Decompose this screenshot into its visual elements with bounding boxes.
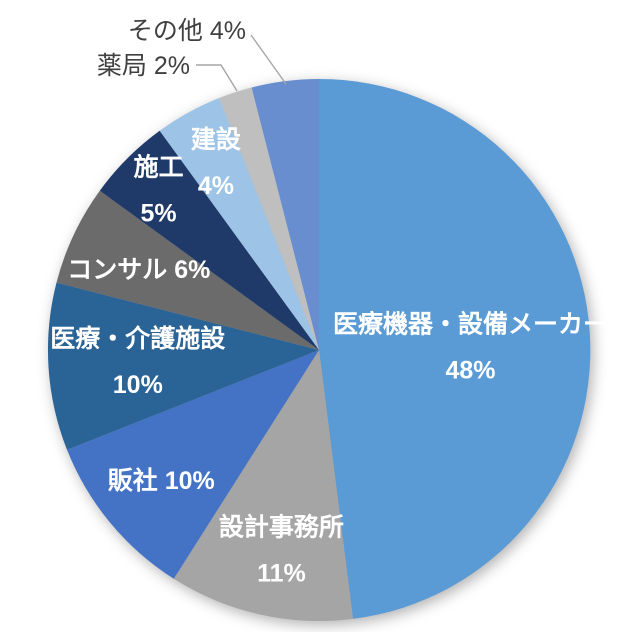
slice-label-consulting: コンサル 6% xyxy=(67,256,210,284)
slice-label-design-office: 設計事務所 xyxy=(219,513,344,542)
pie-slice-pharmacy xyxy=(219,87,319,350)
pie-slice-others xyxy=(251,78,319,350)
slice-pct-design-office: 11% xyxy=(257,560,306,588)
pie-labels: 医療機器・設備メーカー 48% 設計事務所 11% 販社 10% 医療・介護施設 10% コン… xyxy=(50,17,608,588)
slice-label-pharmacy: 薬局 2% xyxy=(97,52,190,80)
slice-label-construction-work: 施工 xyxy=(134,153,184,181)
pie-slice-design-office xyxy=(173,350,353,622)
slice-pct-medical-care-facility: 10% xyxy=(113,371,163,399)
pie-slice-construction xyxy=(159,98,319,350)
leader-line-others xyxy=(250,34,287,85)
pie-slice-sales-company xyxy=(67,350,319,579)
pie-slices xyxy=(47,78,591,622)
leader-line-pharmacy xyxy=(196,64,238,92)
pie-slice-consulting xyxy=(56,190,319,350)
slice-label-others: その他 4% xyxy=(128,17,246,45)
slice-pct-construction-work: 5% xyxy=(141,199,177,227)
slice-label-construction: 建設 xyxy=(191,125,242,154)
slice-label-medical-care-facility: 医療・介護施設 xyxy=(50,324,226,353)
slice-label-sales-company: 販社 10% xyxy=(108,466,215,495)
pie-slice-construction-work xyxy=(99,130,319,350)
slice-pct-construction: 4% xyxy=(198,172,234,200)
pie-slice-medical-equipment-maker xyxy=(319,78,591,619)
slice-pct-medical-equipment-maker: 48% xyxy=(445,356,495,384)
pie-slice-medical-care-facility xyxy=(47,282,320,450)
slice-label-medical-equipment-maker: 医療機器・設備メーカー xyxy=(333,309,608,338)
